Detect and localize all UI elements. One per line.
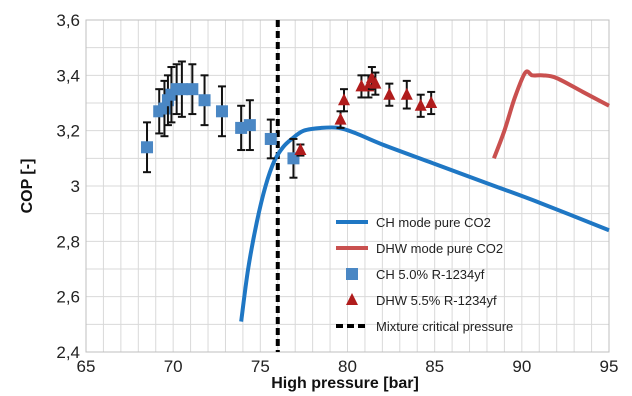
- x-tick-label: 65: [77, 357, 96, 376]
- data-point-ch-mixture: [235, 121, 248, 134]
- y-tick-label: 2,4: [56, 343, 80, 362]
- y-tick-label: 3,2: [56, 122, 80, 141]
- data-point-ch-mixture: [141, 141, 154, 154]
- data-point-dhw-mixture: [294, 143, 307, 156]
- y-tick-label: 3,4: [56, 66, 80, 85]
- y-tick-label: 3: [71, 177, 80, 196]
- data-point-dhw-mixture: [400, 87, 413, 100]
- x-tick-label: 70: [164, 357, 183, 376]
- x-tick-label: 85: [425, 357, 444, 376]
- legend-label: CH mode pure CO2: [376, 215, 491, 230]
- legend-label: DHW mode pure CO2: [376, 241, 503, 256]
- data-point-ch-mixture: [198, 94, 211, 107]
- data-point-ch-mixture: [175, 83, 188, 96]
- x-axis-label: High pressure [bar]: [271, 375, 419, 392]
- legend-swatch: [346, 293, 358, 305]
- data-point-ch-mixture: [243, 119, 256, 132]
- data-point-dhw-mixture: [334, 112, 347, 125]
- data-point-dhw-mixture: [369, 76, 382, 89]
- legend-swatch: [346, 268, 358, 280]
- legend: CH mode pure CO2 DHW mode pure CO2 CH 5.0%…: [336, 215, 513, 334]
- x-tick-label: 95: [600, 357, 619, 376]
- series-line-ch-pure-co2: [239, 125, 610, 322]
- data-point-ch-mixture: [215, 105, 228, 118]
- x-tick-label: 75: [251, 357, 270, 376]
- data-point-ch-mixture: [264, 132, 277, 145]
- y-axis-label: COP [-]: [19, 159, 36, 214]
- x-tick-label: 80: [338, 357, 357, 376]
- data-point-dhw-mixture: [383, 87, 396, 100]
- legend-label: CH 5.0% R-1234yf: [376, 267, 485, 282]
- y-tick-label: 2,8: [56, 232, 80, 251]
- data-point-dhw-mixture: [425, 96, 438, 108]
- data-point-ch-mixture: [186, 83, 199, 96]
- plot-area: [141, 20, 610, 352]
- y-tick-label: 2,6: [56, 288, 80, 307]
- tick-labels: 65 70 75 80 85 90 95 2,4 2,6 2,8 3 3,2 3,4 3,6: [56, 11, 618, 376]
- plot-frame: [85, 19, 610, 353]
- y-tick-label: 3,6: [56, 11, 80, 30]
- data-point-dhw-mixture: [414, 98, 427, 111]
- data-point-dhw-mixture: [338, 93, 351, 106]
- series-line-dhw-pure-co2: [492, 69, 610, 160]
- x-tick-label: 90: [512, 357, 531, 376]
- legend-label: Mixture critical pressure: [376, 319, 513, 334]
- legend-label: DHW 5.5% R-1234yf: [376, 293, 497, 308]
